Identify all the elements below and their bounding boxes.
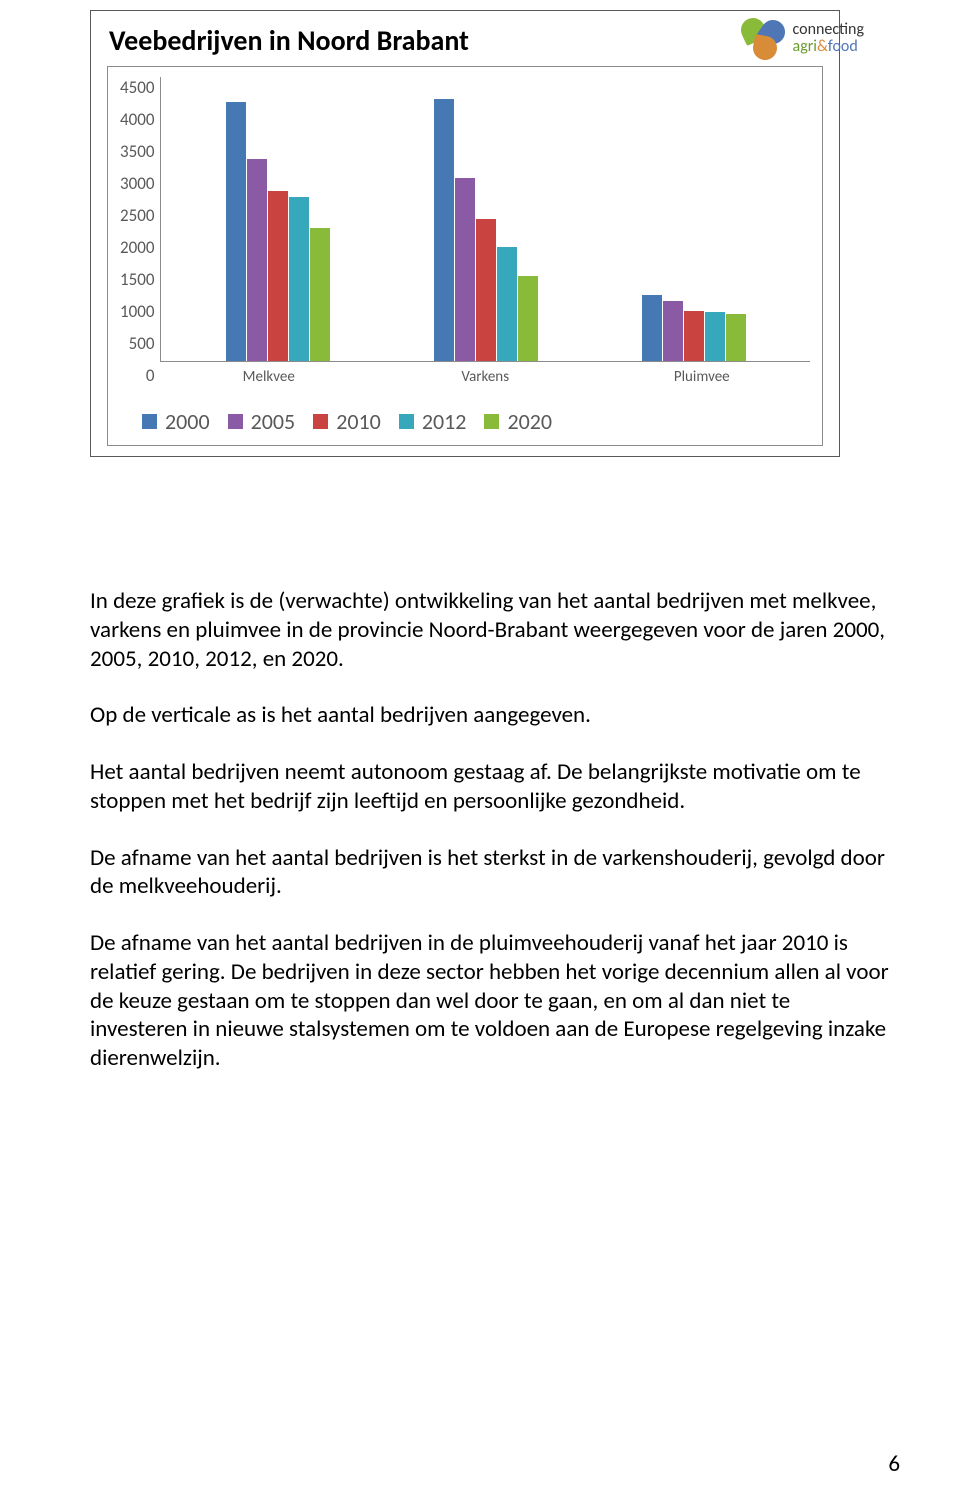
y-tick-label: 2500 <box>120 205 154 226</box>
y-tick-label: 1500 <box>120 269 154 290</box>
legend: 2000 2005 2010 2012 2020 <box>142 408 810 435</box>
paragraph-1: In deze grafiek is de (verwachte) ontwik… <box>90 587 890 673</box>
paragraph-4: De afname van het aantal bedrijven is he… <box>90 844 890 902</box>
legend-swatch-icon <box>142 414 157 429</box>
legend-label: 2020 <box>507 408 552 435</box>
legend-item: 2005 <box>228 408 296 435</box>
bar <box>226 102 246 361</box>
brand-logo: connecting agri&food <box>739 18 864 60</box>
legend-item: 2020 <box>484 408 552 435</box>
logo-mark-icon <box>739 18 785 60</box>
legend-label: 2005 <box>251 408 296 435</box>
logo-line2: agri&food <box>793 39 864 56</box>
bar <box>705 312 725 361</box>
chart-title: Veebedrijven in Noord Brabant <box>109 23 823 58</box>
y-tick-label: 3500 <box>120 141 154 162</box>
bar <box>663 301 683 361</box>
bar <box>726 314 746 361</box>
legend-label: 2012 <box>422 408 467 435</box>
y-axis: 4500 4000 3500 3000 2500 2000 1500 1000 500 0 <box>120 77 160 386</box>
legend-swatch-icon <box>228 414 243 429</box>
paragraph-3: Het aantal bedrijven neemt autonoom gest… <box>90 758 890 816</box>
bar <box>310 228 330 361</box>
body-text: In deze grafiek is de (verwachte) ontwik… <box>90 587 890 1073</box>
bars-wrap: MelkveeVarkensPluimvee <box>160 77 810 386</box>
chart-inner: 4500 4000 3500 3000 2500 2000 1500 1000 500 0 Mel… <box>107 66 823 446</box>
legend-swatch-icon <box>313 414 328 429</box>
legend-item: 2000 <box>142 408 210 435</box>
y-tick-label: 1000 <box>120 301 154 322</box>
bar <box>434 99 454 361</box>
bar <box>497 247 517 361</box>
bar-group <box>173 77 381 361</box>
y-tick-label: 500 <box>129 333 155 354</box>
bar <box>684 311 704 361</box>
x-tick-label: Varkens <box>377 368 594 386</box>
bar-group <box>382 77 590 361</box>
page: Veebedrijven in Noord Brabant connecting… <box>0 0 960 1502</box>
legend-label: 2010 <box>336 408 381 435</box>
legend-item: 2010 <box>313 408 381 435</box>
y-tick-label: 2000 <box>120 237 154 258</box>
bar <box>455 178 475 361</box>
page-number: 6 <box>888 1450 900 1478</box>
bar <box>518 276 538 361</box>
y-tick-label: 4000 <box>120 109 154 130</box>
y-tick-label: 3000 <box>120 173 154 194</box>
x-axis-labels: MelkveeVarkensPluimvee <box>160 362 810 386</box>
bar <box>289 197 309 361</box>
legend-item: 2012 <box>399 408 467 435</box>
bar <box>247 159 267 361</box>
bars-canvas <box>160 77 810 362</box>
logo-text: connecting agri&food <box>793 22 864 56</box>
legend-swatch-icon <box>484 414 499 429</box>
chart-frame: Veebedrijven in Noord Brabant connecting… <box>90 10 840 457</box>
legend-swatch-icon <box>399 414 414 429</box>
y-tick-label: 0 <box>146 365 155 386</box>
bar <box>476 219 496 361</box>
plot-area: 4500 4000 3500 3000 2500 2000 1500 1000 500 0 Mel… <box>120 77 810 386</box>
legend-label: 2000 <box>165 408 210 435</box>
paragraph-5: De afname van het aantal bedrijven in de… <box>90 929 890 1073</box>
x-tick-label: Melkvee <box>160 368 377 386</box>
y-tick-label: 4500 <box>120 77 154 98</box>
paragraph-2: Op de verticale as is het aantal bedrijv… <box>90 701 890 730</box>
x-tick-label: Pluimvee <box>594 368 811 386</box>
bar-group <box>590 77 798 361</box>
bar <box>268 191 288 361</box>
bar <box>642 295 662 361</box>
